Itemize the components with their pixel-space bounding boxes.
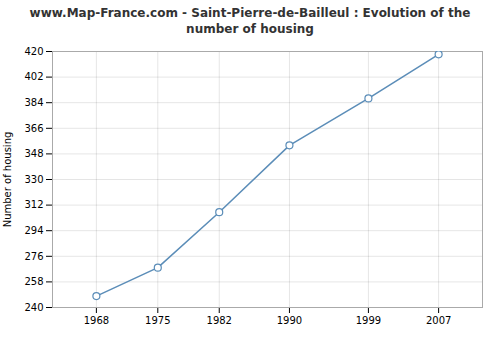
- svg-text:348: 348: [24, 148, 43, 159]
- svg-text:384: 384: [24, 97, 43, 108]
- html-text:www.Map-France.com - Saint-Pie: www.Map-France.com - Saint-Pierre-de-Bai…: [29, 6, 471, 36]
- svg-text:1968: 1968: [84, 315, 109, 326]
- svg-text:294: 294: [24, 225, 43, 236]
- svg-text:312: 312: [24, 199, 43, 210]
- svg-text:1999: 1999: [356, 315, 381, 326]
- svg-text:2007: 2007: [426, 315, 451, 326]
- svg-text:276: 276: [24, 251, 43, 262]
- svg-text:1982: 1982: [207, 315, 232, 326]
- svg-text:1975: 1975: [145, 315, 170, 326]
- svg-text:330: 330: [24, 174, 43, 185]
- svg-text:420: 420: [24, 46, 43, 57]
- svg-text:402: 402: [24, 71, 43, 82]
- svg-text:1990: 1990: [277, 315, 302, 326]
- svg-text:240: 240: [24, 302, 43, 313]
- svg-text:366: 366: [24, 123, 43, 134]
- svg-text:258: 258: [24, 276, 43, 287]
- svg-text:Number of housing: Number of housing: [2, 132, 13, 228]
